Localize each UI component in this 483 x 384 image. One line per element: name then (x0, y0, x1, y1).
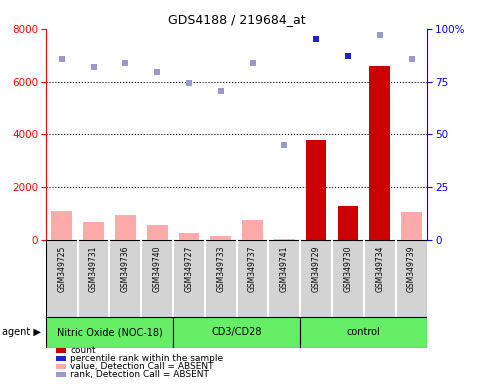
Bar (306, 140, 327, 240)
Text: rank, Detection Call = ABSENT: rank, Detection Call = ABSENT (70, 370, 209, 379)
Text: GSM349727: GSM349727 (185, 245, 194, 292)
Bar (300, 317, 427, 348)
Point (185, 80, 193, 86)
Text: GDS4188 / 219684_at: GDS4188 / 219684_at (168, 13, 305, 26)
Point (281, 142, 288, 148)
Text: GSM349737: GSM349737 (248, 245, 257, 292)
Bar (83, 222, 104, 240)
Point (408, 56, 415, 62)
Point (313, 36, 320, 42)
Text: value, Detection Call = ABSENT: value, Detection Call = ABSENT (70, 362, 213, 371)
Bar (401, 212, 422, 240)
Bar (147, 225, 168, 240)
Text: GSM349725: GSM349725 (57, 245, 66, 292)
Text: GSM349740: GSM349740 (153, 245, 162, 292)
Text: GSM349741: GSM349741 (280, 245, 289, 292)
Point (217, 88, 225, 94)
Text: Nitric Oxide (NOC-18): Nitric Oxide (NOC-18) (57, 327, 162, 337)
Text: GSM349731: GSM349731 (89, 245, 98, 292)
Point (90, 64, 98, 70)
Text: count: count (70, 346, 96, 355)
Point (58, 56, 66, 62)
Bar (179, 233, 199, 240)
Bar (173, 317, 300, 348)
Text: GSM349733: GSM349733 (216, 245, 225, 292)
Text: agent ▶: agent ▶ (2, 327, 41, 337)
Text: GSM349734: GSM349734 (375, 245, 384, 292)
Point (376, 32, 384, 38)
Point (249, 60, 256, 66)
Text: GSM349739: GSM349739 (407, 245, 416, 292)
Bar (369, 66, 390, 240)
Point (122, 60, 129, 66)
Bar (242, 220, 263, 240)
Point (344, 53, 352, 60)
Bar (52, 211, 72, 240)
Bar (46, 317, 173, 348)
Text: percentile rank within the sample: percentile rank within the sample (70, 354, 223, 363)
Text: CD3/CD28: CD3/CD28 (212, 327, 262, 337)
Bar (211, 236, 231, 240)
Text: control: control (347, 327, 381, 337)
Bar (115, 215, 136, 240)
Text: GSM349729: GSM349729 (312, 245, 321, 292)
Bar (338, 206, 358, 240)
Text: GSM349736: GSM349736 (121, 245, 130, 292)
Text: GSM349730: GSM349730 (343, 245, 353, 292)
Point (153, 69, 161, 75)
Bar (274, 239, 295, 240)
